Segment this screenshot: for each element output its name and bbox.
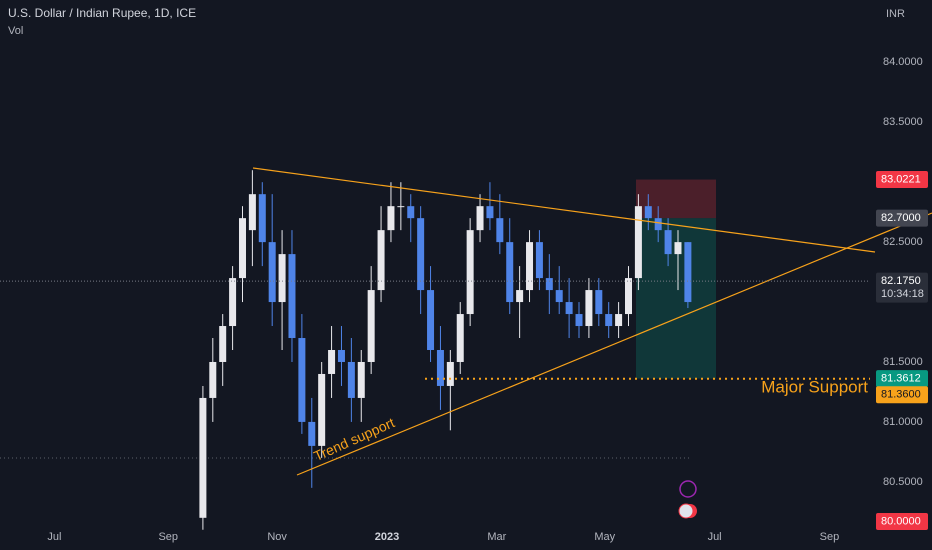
- price-tag: [876, 370, 928, 388]
- candle-body: [357, 361, 365, 398]
- candle-body: [456, 314, 464, 362]
- candle-body: [427, 290, 435, 350]
- y-tick-label: 84.0000: [883, 56, 923, 68]
- candle-body: [436, 350, 444, 386]
- candle-body: [595, 290, 603, 315]
- price-tag: [876, 209, 928, 227]
- candle-body: [674, 242, 682, 255]
- x-tick-label: 2023: [375, 531, 399, 543]
- candle-body: [565, 302, 573, 315]
- candle-body: [258, 194, 266, 243]
- price-tag-label: 82.7000: [881, 212, 921, 224]
- candle-body: [298, 338, 306, 422]
- candle-body: [684, 242, 692, 303]
- x-tick-label: Sep: [820, 531, 840, 543]
- y-tick-label: 81.5000: [883, 356, 923, 368]
- candle-body: [555, 290, 563, 303]
- candle-body: [446, 361, 454, 386]
- candle-body: [486, 206, 494, 219]
- price-tag: [876, 272, 928, 303]
- price-tag: [876, 171, 928, 189]
- candle-body: [328, 350, 336, 374]
- candles: [199, 170, 692, 530]
- candle-body: [575, 314, 583, 327]
- candle-body: [545, 278, 553, 291]
- candle-body: [605, 314, 613, 327]
- trend-line-top: [252, 167, 876, 253]
- candle-body: [308, 421, 316, 446]
- candle-body: [634, 206, 642, 279]
- candle-body: [644, 206, 652, 219]
- price-tag: [876, 386, 928, 404]
- price-tag-label: 81.3600: [881, 389, 921, 401]
- event-icon[interactable]: [679, 480, 697, 498]
- candle-body: [407, 206, 415, 219]
- x-tick-label: May: [594, 531, 615, 543]
- candle-body: [417, 218, 425, 291]
- candle-body: [209, 361, 217, 398]
- y-tick-label: 83.5000: [883, 116, 923, 128]
- candle-body: [615, 314, 623, 327]
- candle-body: [278, 254, 286, 303]
- price-tag-label: 82.1750: [881, 275, 921, 287]
- candle-body: [238, 218, 246, 279]
- candle-body: [516, 290, 524, 303]
- x-tick-label: Nov: [267, 531, 287, 543]
- candle-body: [654, 218, 662, 231]
- price-tag: [876, 513, 928, 530]
- currency-label: INR: [886, 8, 905, 20]
- candle-body: [585, 290, 593, 327]
- candle-body: [624, 278, 632, 315]
- vol-label: Vol: [8, 25, 23, 37]
- candle-body: [367, 290, 375, 362]
- y-tick-label: 81.0000: [883, 416, 923, 428]
- candle-body: [496, 218, 504, 243]
- candle-body: [229, 278, 237, 327]
- countdown-label: 10:34:18: [881, 288, 924, 300]
- candle-body: [219, 326, 227, 362]
- candle-body: [318, 373, 326, 446]
- y-tick-label: 80.5000: [883, 476, 923, 488]
- candle-body: [377, 230, 385, 291]
- x-tick-label: Mar: [487, 531, 506, 543]
- flag-icon[interactable]: [678, 503, 694, 519]
- major-support-label: Major Support: [761, 377, 868, 396]
- candle-body: [466, 230, 474, 315]
- candle-body: [387, 206, 395, 231]
- candle-body: [506, 242, 514, 303]
- candle-body: [288, 254, 296, 339]
- candle-body: [664, 230, 672, 255]
- x-tick-label: Sep: [158, 531, 178, 543]
- candle-body: [526, 242, 534, 291]
- candle-body: [535, 242, 543, 279]
- price-tag-label: 81.3612: [881, 373, 921, 385]
- candle-body: [199, 397, 207, 518]
- candle-body: [476, 206, 484, 231]
- x-tick-label: Jul: [47, 531, 61, 543]
- x-tick-label: Jul: [708, 531, 722, 543]
- y-tick-label: 82.5000: [883, 236, 923, 248]
- candle-body: [347, 361, 355, 398]
- price-tag-label: 83.0221: [881, 173, 921, 185]
- candle-body: [268, 242, 276, 303]
- symbol-title: U.S. Dollar / Indian Rupee, 1D, ICE: [8, 6, 196, 20]
- price-tag-label: 80.0000: [881, 515, 921, 527]
- trend-line-bottom: [296, 212, 932, 476]
- candle-body: [337, 350, 345, 362]
- candle-body: [248, 194, 256, 231]
- candle-body: [397, 206, 405, 208]
